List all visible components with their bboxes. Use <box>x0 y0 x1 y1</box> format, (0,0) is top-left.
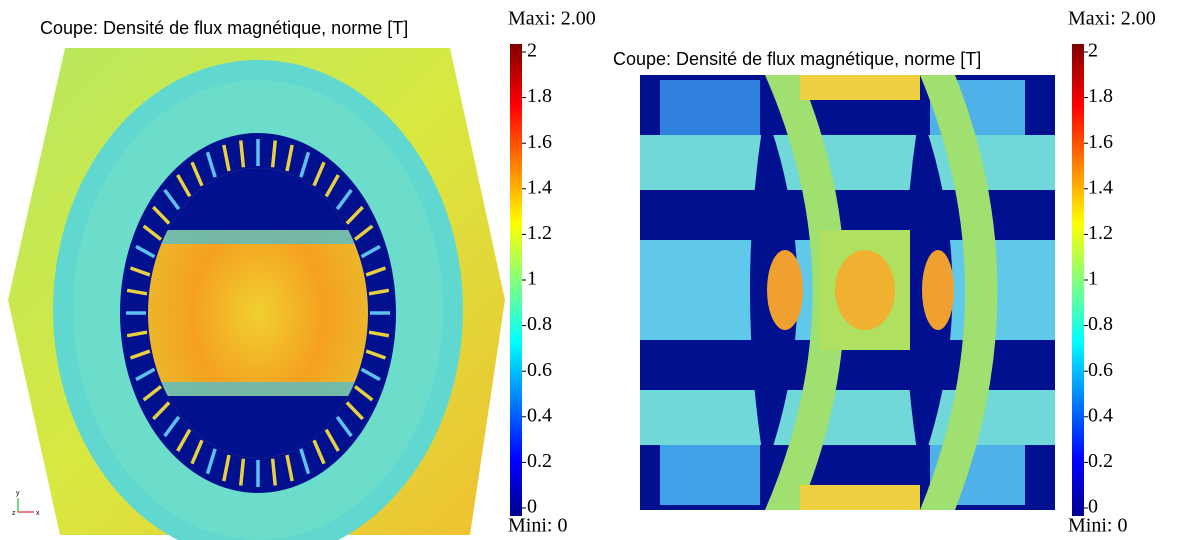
triad-label: y <box>16 490 20 497</box>
slot-tooth <box>360 244 381 259</box>
slot-tooth <box>239 140 246 168</box>
colorbar-tick-label: 1.6 <box>1088 131 1113 153</box>
slot-tooth <box>222 144 231 172</box>
slot-tooth <box>335 415 353 438</box>
slot-tooth <box>299 151 311 178</box>
slot-tooth <box>163 415 181 438</box>
colorbar-tick-label: 0.6 <box>1088 359 1113 381</box>
colorbar-tick-label: 0.8 <box>1088 313 1113 335</box>
min-label: Mini: 0 <box>1068 515 1127 537</box>
slot-tooth <box>129 266 151 277</box>
colorbar-tick-label: 1.4 <box>527 176 552 198</box>
slot-tooth <box>345 401 364 421</box>
colorbar-tick-label: 0.4 <box>1088 404 1113 426</box>
slot-tooth <box>126 288 148 296</box>
slot-tooth <box>152 205 171 225</box>
colorbar-tick-label: 1.2 <box>1088 222 1113 244</box>
slot-tooth <box>324 428 340 452</box>
slot-tooth <box>190 439 204 465</box>
slot-tooth <box>129 349 151 360</box>
slot-tooth <box>270 140 277 168</box>
colorbar-tick-label: 0.4 <box>527 404 552 426</box>
slot-tooth <box>345 205 364 225</box>
colorbar <box>1072 44 1084 516</box>
slot-tooth <box>205 151 217 178</box>
colorbar-tick-label: 0 <box>1088 496 1098 518</box>
plot-title: Coupe: Densité de flux magnétique, norme… <box>613 49 981 69</box>
colorbar-tick-label: 0.2 <box>527 450 552 472</box>
slot-tooth <box>324 174 340 198</box>
colorbar-tick-label: 1.4 <box>1088 176 1113 198</box>
slot-tooth <box>299 448 311 475</box>
slot-tooth <box>312 161 326 187</box>
slot-tooth <box>152 401 171 421</box>
slot-tooth <box>190 161 204 187</box>
slot-tooth <box>353 224 374 241</box>
colorbar-tick-label: 1.6 <box>527 131 552 153</box>
slot-tooth <box>176 428 192 452</box>
slot-tooth <box>360 367 381 382</box>
slot-tooth <box>163 188 181 211</box>
slot-tooth <box>335 188 353 211</box>
slot-tooth <box>142 385 163 402</box>
colorbar-tick-label: 1.8 <box>527 85 552 107</box>
slot-tooth <box>142 224 163 241</box>
colorbar-tick-label: 0.6 <box>527 359 552 381</box>
colorbar-tick-label: 0 <box>527 496 537 518</box>
field-plot-right <box>640 75 1055 510</box>
slot-tooth <box>312 439 326 465</box>
slot-tooth <box>239 458 246 486</box>
plot-title: Coupe: Densité de flux magnétique, norme… <box>40 18 408 38</box>
colorbar-tick-label: 0.8 <box>527 313 552 335</box>
slot-tooth <box>135 367 156 382</box>
colorbar-tick-label: 0.2 <box>1088 450 1113 472</box>
field-plot-left: y z x <box>8 48 505 540</box>
slot-tooth <box>368 330 390 338</box>
colorbar <box>510 44 522 516</box>
triad-label: x <box>36 510 40 517</box>
colorbar-tick-label: 1.8 <box>1088 85 1113 107</box>
slot-tooth <box>126 330 148 338</box>
slot-tooth <box>353 385 374 402</box>
colorbar-tick-label: 1 <box>527 268 537 290</box>
slot-tooth <box>176 174 192 198</box>
slot-tooth <box>205 448 217 475</box>
slot-tooth <box>365 266 387 277</box>
slot-tooth <box>368 288 390 296</box>
max-label: Maxi: 2.00 <box>508 8 596 30</box>
colorbar-tick-label: 2 <box>1088 40 1098 62</box>
slot-tooth <box>270 458 277 486</box>
slot-tooth <box>222 454 231 482</box>
triad-label: z <box>12 510 16 517</box>
colorbar-tick-label: 1.2 <box>527 222 552 244</box>
colorbar-tick-label: 2 <box>527 40 537 62</box>
slot-tooth <box>285 454 294 482</box>
slot-tooth <box>285 144 294 172</box>
colorbar-tick-label: 1 <box>1088 268 1098 290</box>
min-label: Mini: 0 <box>508 515 567 537</box>
slot-tooth <box>135 244 156 259</box>
slot-tooth <box>365 349 387 360</box>
max-label: Maxi: 2.00 <box>1068 8 1156 30</box>
